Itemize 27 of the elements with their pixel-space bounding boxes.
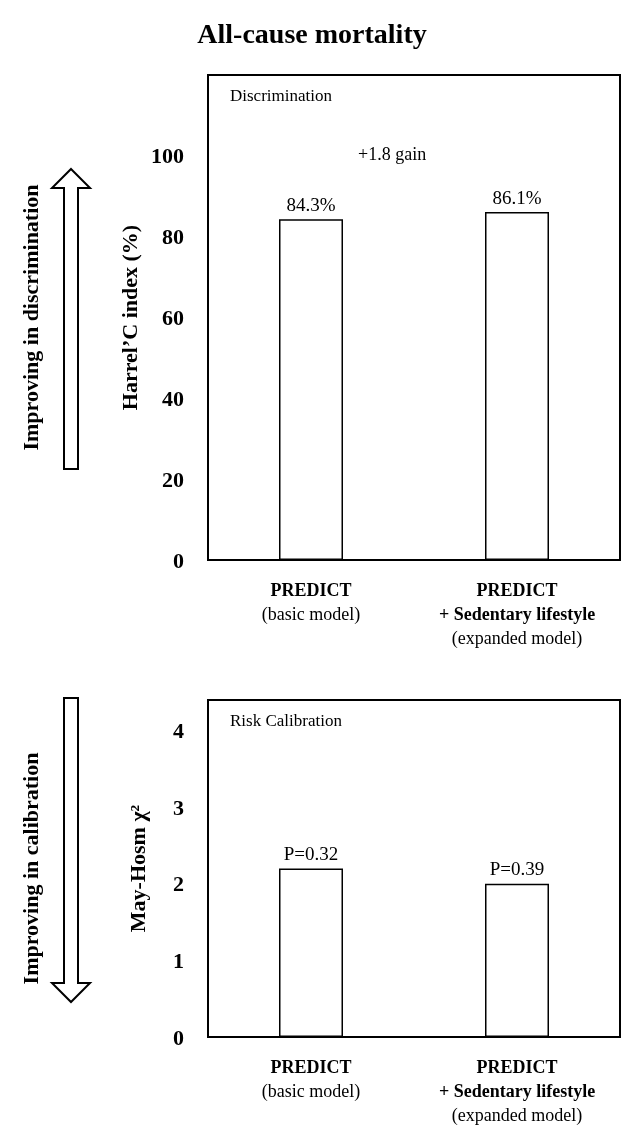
- y-tick-label: 80: [162, 224, 184, 250]
- y-axis-title: Harrel’C index (%): [116, 224, 142, 411]
- x-tick-label: PREDICT + Sedentary lifestyle (expanded model): [438, 1057, 596, 1126]
- y-tick-label: 100: [151, 143, 184, 169]
- annotation: +1.8 gain: [358, 144, 427, 164]
- y-tick-label: 0: [173, 547, 184, 573]
- annotation: Risk Calibration: [230, 711, 343, 730]
- data-label: 84.3%: [286, 194, 336, 216]
- y-tick-label: 4: [173, 718, 184, 744]
- x-tick-label: PREDICT (basic model): [261, 580, 361, 625]
- y-tick-label: 0: [173, 1024, 184, 1050]
- text: Improving in discrimination: [17, 184, 43, 451]
- y-tick-label: 3: [173, 794, 184, 820]
- chart-title: All-cause mortality: [197, 17, 427, 49]
- x-tick-label: PREDICT (basic model): [261, 1057, 361, 1102]
- y-tick-label: 60: [162, 305, 184, 330]
- y-tick-label: 20: [162, 466, 184, 492]
- annotation: P=0.39: [489, 857, 545, 879]
- y-axis-title: May-Hosm χ²: [124, 804, 150, 933]
- y-tick-label: 2: [173, 871, 184, 897]
- y-tick-label: 1: [173, 947, 184, 973]
- text: Improving in calibration: [17, 752, 43, 985]
- data-label: 86.1%: [492, 187, 542, 209]
- y-tick-label: 40: [162, 385, 184, 411]
- annotation: Discrimination: [230, 86, 333, 105]
- x-tick-label: PREDICT + Sedentary lifestyle (expanded model): [438, 580, 596, 649]
- annotation: P=0.32: [283, 842, 339, 864]
